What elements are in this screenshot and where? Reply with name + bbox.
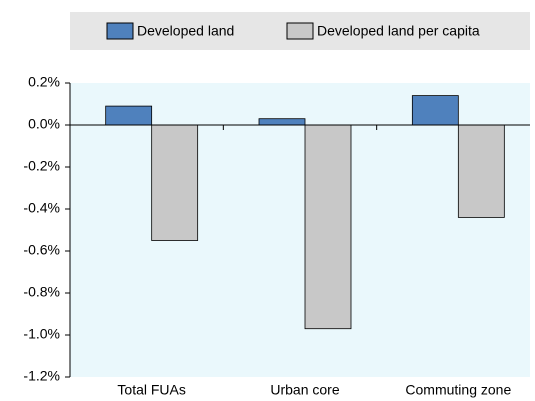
bar	[105, 105, 153, 126]
y-tick-label: -0.8%	[23, 284, 60, 300]
legend-label: Developed land	[137, 23, 234, 39]
bar	[258, 118, 306, 126]
y-tick-label: -1.2%	[23, 368, 60, 384]
bar	[304, 124, 352, 330]
y-tick-label: 0.2%	[28, 74, 60, 90]
x-tick-label: Urban core	[270, 382, 339, 398]
bar	[457, 124, 505, 218]
legend-label: Developed land per capita	[317, 23, 480, 39]
x-tick-label: Commuting zone	[405, 382, 511, 398]
plot-area	[70, 83, 530, 377]
y-tick-label: -1.0%	[23, 326, 60, 342]
legend-swatch	[286, 22, 314, 40]
bar	[151, 124, 199, 241]
legend-swatch	[106, 22, 134, 40]
y-tick-label: -0.2%	[23, 158, 60, 174]
y-tick-label: -0.4%	[23, 200, 60, 216]
y-tick-label: 0.0%	[28, 116, 60, 132]
x-tick-label: Total FUAs	[117, 382, 185, 398]
y-tick-label: -0.6%	[23, 242, 60, 258]
bar	[411, 95, 459, 126]
